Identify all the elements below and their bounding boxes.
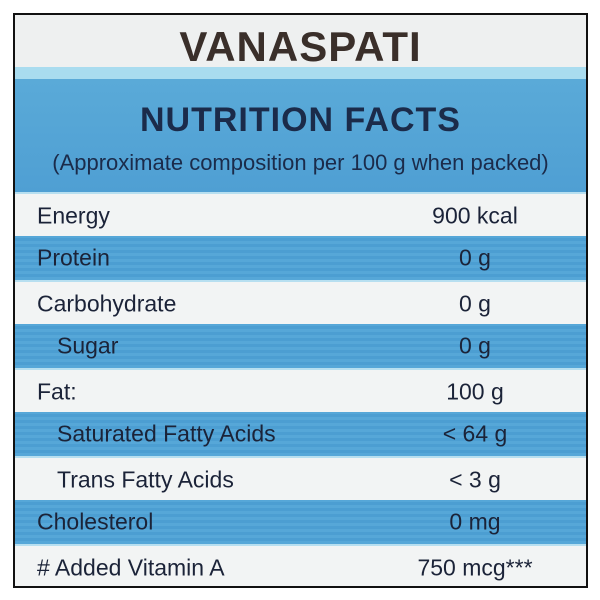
header-title: NUTRITION FACTS bbox=[140, 101, 461, 139]
header-subtitle: (Approximate composition per 100 g when … bbox=[52, 150, 549, 175]
nutrient-value: < 3 g bbox=[449, 466, 501, 493]
nutrient-name: Trans Fatty Acids bbox=[57, 466, 234, 493]
product-title: VANASPATI bbox=[179, 23, 422, 70]
nutrient-value: 100 g bbox=[446, 378, 504, 405]
nutrient-row: Sugar 0 g bbox=[15, 324, 586, 368]
nutrient-name: Energy bbox=[37, 202, 110, 229]
nutrient-name: Cholesterol bbox=[37, 508, 154, 535]
nutrient-value: < 64 g bbox=[442, 420, 508, 447]
nutrient-value: 750 mcg*** bbox=[417, 554, 533, 581]
nutrient-name: Fat: bbox=[37, 378, 77, 405]
nutrient-row: Carbohydrate 0 g bbox=[15, 280, 586, 326]
nutrient-name: Sugar bbox=[57, 332, 119, 359]
nutrient-row: Trans Fatty Acids < 3 g bbox=[15, 456, 586, 502]
nutrient-name: # Added Vitamin A bbox=[37, 554, 225, 581]
nutrient-row: Energy 900 kcal bbox=[15, 192, 586, 238]
nutrient-value: 900 kcal bbox=[432, 202, 518, 229]
nutrient-value: 0 mg bbox=[449, 508, 501, 535]
header-band bbox=[15, 67, 586, 192]
nutrient-value: 0 g bbox=[459, 290, 491, 317]
nutrient-value: 0 g bbox=[459, 244, 491, 271]
nutrient-name: Carbohydrate bbox=[37, 290, 177, 317]
nutrient-name: Saturated Fatty Acids bbox=[57, 420, 276, 447]
nutrition-label: VANASPATI NUTRITION FACTS (Approximate c… bbox=[13, 13, 588, 588]
nutrient-row: Saturated Fatty Acids < 64 g bbox=[15, 412, 586, 456]
nutrient-value: 0 g bbox=[459, 332, 491, 359]
nutrient-row: Fat: 100 g bbox=[15, 368, 586, 414]
nutrient-name: Protein bbox=[37, 244, 110, 271]
nutrient-row: # Added Vitamin A 750 mcg*** bbox=[15, 544, 586, 586]
nutrient-row: Cholesterol 0 mg bbox=[15, 500, 586, 544]
nutrient-row: Protein 0 g bbox=[15, 236, 586, 280]
